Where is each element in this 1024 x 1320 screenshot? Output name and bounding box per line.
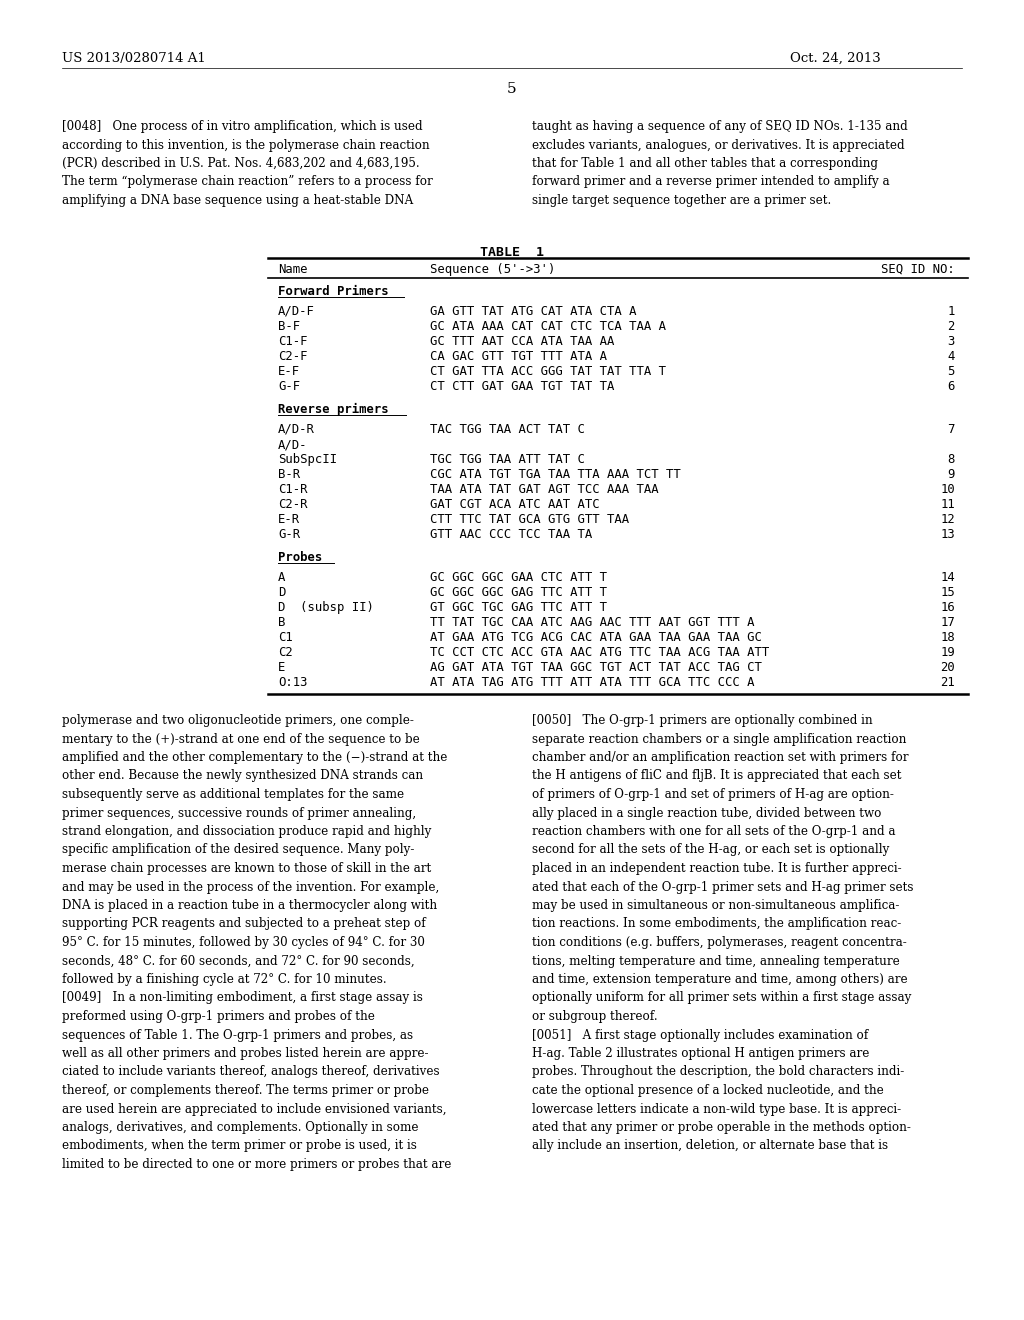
Text: A: A <box>278 572 286 583</box>
Text: CTT TTC TAT GCA GTG GTT TAA: CTT TTC TAT GCA GTG GTT TAA <box>430 513 629 525</box>
Text: G-R: G-R <box>278 528 300 541</box>
Text: C2-F: C2-F <box>278 350 307 363</box>
Text: taught as having a sequence of any of SEQ ID NOs. 1-135 and
excludes variants, a: taught as having a sequence of any of SE… <box>532 120 907 207</box>
Text: 10: 10 <box>940 483 955 496</box>
Text: TC CCT CTC ACC GTA AAC ATG TTC TAA ACG TAA ATT: TC CCT CTC ACC GTA AAC ATG TTC TAA ACG T… <box>430 645 769 659</box>
Text: polymerase and two oligonucleotide primers, one comple-
mentary to the (+)-stran: polymerase and two oligonucleotide prime… <box>62 714 452 1171</box>
Text: 11: 11 <box>940 498 955 511</box>
Text: [0050]   The O-grp-1 primers are optionally combined in
separate reaction chambe: [0050] The O-grp-1 primers are optionall… <box>532 714 913 1152</box>
Text: 15: 15 <box>940 586 955 599</box>
Text: 12: 12 <box>940 513 955 525</box>
Text: Probes: Probes <box>278 550 323 564</box>
Text: 4: 4 <box>947 350 955 363</box>
Text: CT CTT GAT GAA TGT TAT TA: CT CTT GAT GAA TGT TAT TA <box>430 380 614 393</box>
Text: C1: C1 <box>278 631 293 644</box>
Text: B-F: B-F <box>278 319 300 333</box>
Text: GC ATA AAA CAT CAT CTC TCA TAA A: GC ATA AAA CAT CAT CTC TCA TAA A <box>430 319 666 333</box>
Text: G-F: G-F <box>278 380 300 393</box>
Text: GAT CGT ACA ATC AAT ATC: GAT CGT ACA ATC AAT ATC <box>430 498 600 511</box>
Text: A/D-F: A/D-F <box>278 305 314 318</box>
Text: US 2013/0280714 A1: US 2013/0280714 A1 <box>62 51 206 65</box>
Text: D  (subsp II): D (subsp II) <box>278 601 374 614</box>
Text: B-R: B-R <box>278 469 300 480</box>
Text: 5: 5 <box>507 82 517 96</box>
Text: E: E <box>278 661 286 675</box>
Text: 1: 1 <box>947 305 955 318</box>
Text: Name: Name <box>278 263 307 276</box>
Text: 5: 5 <box>947 366 955 378</box>
Text: SEQ ID NO:: SEQ ID NO: <box>882 263 955 276</box>
Text: 17: 17 <box>940 616 955 630</box>
Text: 21: 21 <box>940 676 955 689</box>
Text: 20: 20 <box>940 661 955 675</box>
Text: GT GGC TGC GAG TTC ATT T: GT GGC TGC GAG TTC ATT T <box>430 601 607 614</box>
Text: TGC TGG TAA ATT TAT C: TGC TGG TAA ATT TAT C <box>430 453 585 466</box>
Text: TT TAT TGC CAA ATC AAG AAC TTT AAT GGT TTT A: TT TAT TGC CAA ATC AAG AAC TTT AAT GGT T… <box>430 616 755 630</box>
Text: 13: 13 <box>940 528 955 541</box>
Text: 18: 18 <box>940 631 955 644</box>
Text: E-R: E-R <box>278 513 300 525</box>
Text: Oct. 24, 2013: Oct. 24, 2013 <box>790 51 881 65</box>
Text: CT GAT TTA ACC GGG TAT TAT TTA T: CT GAT TTA ACC GGG TAT TAT TTA T <box>430 366 666 378</box>
Text: 16: 16 <box>940 601 955 614</box>
Text: AT ATA TAG ATG TTT ATT ATA TTT GCA TTC CCC A: AT ATA TAG ATG TTT ATT ATA TTT GCA TTC C… <box>430 676 755 689</box>
Text: TAA ATA TAT GAT AGT TCC AAA TAA: TAA ATA TAT GAT AGT TCC AAA TAA <box>430 483 658 496</box>
Text: 3: 3 <box>947 335 955 348</box>
Text: 2: 2 <box>947 319 955 333</box>
Text: SubSpcII: SubSpcII <box>278 453 337 466</box>
Text: [0048]   One process of in vitro amplification, which is used
according to this : [0048] One process of in vitro amplifica… <box>62 120 433 207</box>
Text: AT GAA ATG TCG ACG CAC ATA GAA TAA GAA TAA GC: AT GAA ATG TCG ACG CAC ATA GAA TAA GAA T… <box>430 631 762 644</box>
Text: 7: 7 <box>947 422 955 436</box>
Text: A/D-: A/D- <box>278 438 307 451</box>
Text: CA GAC GTT TGT TTT ATA A: CA GAC GTT TGT TTT ATA A <box>430 350 607 363</box>
Text: 9: 9 <box>947 469 955 480</box>
Text: Forward Primers: Forward Primers <box>278 285 389 298</box>
Text: TAC TGG TAA ACT TAT C: TAC TGG TAA ACT TAT C <box>430 422 585 436</box>
Text: Reverse primers: Reverse primers <box>278 403 389 416</box>
Text: D: D <box>278 586 286 599</box>
Text: GC GGC GGC GAG TTC ATT T: GC GGC GGC GAG TTC ATT T <box>430 586 607 599</box>
Text: CGC ATA TGT TGA TAA TTA AAA TCT TT: CGC ATA TGT TGA TAA TTA AAA TCT TT <box>430 469 681 480</box>
Text: C1-F: C1-F <box>278 335 307 348</box>
Text: C2-R: C2-R <box>278 498 307 511</box>
Text: B: B <box>278 616 286 630</box>
Text: Sequence (5'->3'): Sequence (5'->3') <box>430 263 555 276</box>
Text: C2: C2 <box>278 645 293 659</box>
Text: GC GGC GGC GAA CTC ATT T: GC GGC GGC GAA CTC ATT T <box>430 572 607 583</box>
Text: 19: 19 <box>940 645 955 659</box>
Text: AG GAT ATA TGT TAA GGC TGT ACT TAT ACC TAG CT: AG GAT ATA TGT TAA GGC TGT ACT TAT ACC T… <box>430 661 762 675</box>
Text: GA GTT TAT ATG CAT ATA CTA A: GA GTT TAT ATG CAT ATA CTA A <box>430 305 637 318</box>
Text: 8: 8 <box>947 453 955 466</box>
Text: GC TTT AAT CCA ATA TAA AA: GC TTT AAT CCA ATA TAA AA <box>430 335 614 348</box>
Text: 6: 6 <box>947 380 955 393</box>
Text: TABLE  1: TABLE 1 <box>480 246 544 259</box>
Text: A/D-R: A/D-R <box>278 422 314 436</box>
Text: O:13: O:13 <box>278 676 307 689</box>
Text: GTT AAC CCC TCC TAA TA: GTT AAC CCC TCC TAA TA <box>430 528 592 541</box>
Text: C1-R: C1-R <box>278 483 307 496</box>
Text: E-F: E-F <box>278 366 300 378</box>
Text: 14: 14 <box>940 572 955 583</box>
